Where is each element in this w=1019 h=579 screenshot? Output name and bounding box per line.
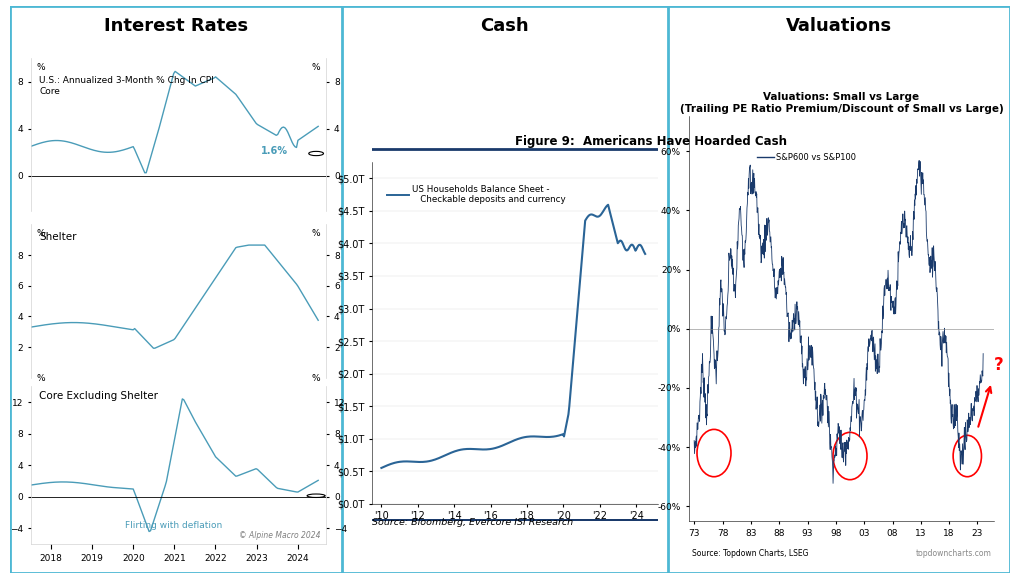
Text: Source: Bloomberg, Evercore ISI Research: Source: Bloomberg, Evercore ISI Research bbox=[372, 518, 573, 527]
Text: ?: ? bbox=[993, 356, 1002, 374]
Text: Figure 9:  Americans Have Hoarded Cash: Figure 9: Americans Have Hoarded Cash bbox=[515, 135, 787, 148]
Text: 1.6%: 1.6% bbox=[261, 145, 287, 156]
Text: Cash: Cash bbox=[480, 17, 529, 35]
Text: © Alpine Macro 2024: © Alpine Macro 2024 bbox=[238, 530, 320, 540]
Text: Core Excluding Shelter: Core Excluding Shelter bbox=[40, 391, 158, 401]
Text: S&P600 vs S&P100: S&P600 vs S&P100 bbox=[775, 153, 856, 162]
Text: Valuations: Valuations bbox=[785, 17, 892, 35]
Text: topdowncharts.com: topdowncharts.com bbox=[915, 549, 990, 559]
Text: %: % bbox=[37, 229, 45, 238]
Text: %: % bbox=[312, 63, 320, 71]
Text: U.S.: Annualized 3-Month % Chg In CPI
Core: U.S.: Annualized 3-Month % Chg In CPI Co… bbox=[40, 76, 214, 96]
Text: US Households Balance Sheet -
   Checkable deposits and currency: US Households Balance Sheet - Checkable … bbox=[412, 185, 566, 204]
Text: Shelter: Shelter bbox=[40, 232, 76, 242]
Text: Flirting with deflation: Flirting with deflation bbox=[125, 522, 222, 530]
Text: Source: Topdown Charts, LSEG: Source: Topdown Charts, LSEG bbox=[691, 549, 807, 559]
Text: %: % bbox=[312, 229, 320, 238]
Text: %: % bbox=[37, 63, 45, 71]
Text: %: % bbox=[312, 375, 320, 383]
Text: %: % bbox=[37, 375, 45, 383]
Title: Valuations: Small vs Large
(Trailing PE Ratio Premium/Discount of Small vs Large: Valuations: Small vs Large (Trailing PE … bbox=[679, 92, 1003, 113]
Text: Interest Rates: Interest Rates bbox=[104, 17, 248, 35]
